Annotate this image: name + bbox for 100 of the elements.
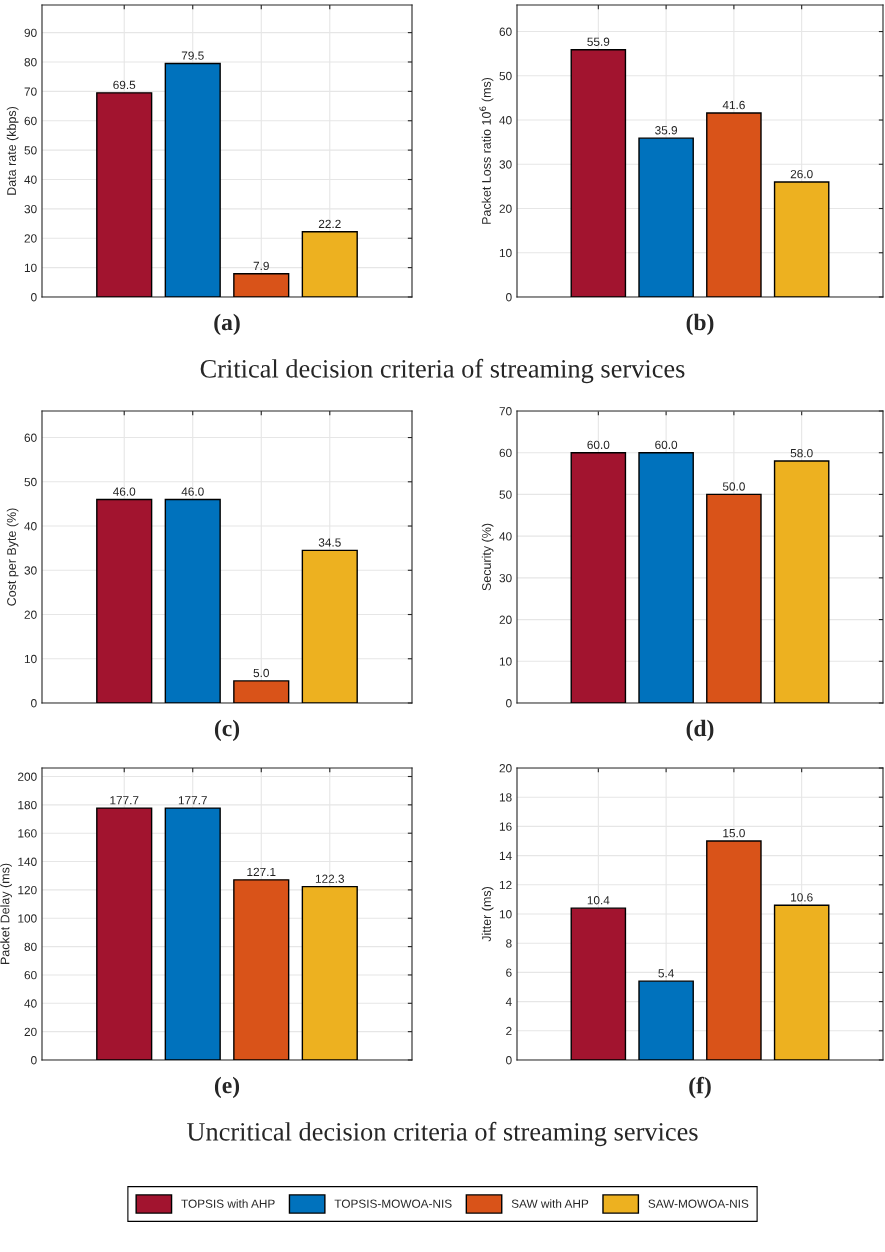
data-label: 46.0 — [113, 487, 136, 496]
x-axis-title: (c) — [214, 719, 240, 742]
y-tick-label: 50 — [24, 146, 37, 155]
y-tick-label: 60 — [499, 27, 512, 36]
bar — [233, 879, 290, 1060]
bar — [773, 181, 830, 297]
y-tick-label: 0 — [31, 293, 37, 302]
y-tick-label: 0 — [506, 293, 512, 302]
y-tick-label: 60 — [24, 970, 37, 980]
data-label: 7.9 — [253, 261, 269, 271]
data-label: 60.0 — [655, 440, 678, 449]
y-tick-label: 40 — [499, 532, 512, 541]
bar — [164, 62, 221, 297]
y-tick-label: 8 — [506, 939, 512, 948]
data-label: 22.2 — [318, 219, 341, 228]
y-tick-label: 160 — [18, 829, 37, 838]
y-axis-title: Cost per Byte (%) — [6, 508, 19, 606]
bar — [706, 493, 762, 703]
bar — [773, 460, 830, 703]
y-tick-label: 2 — [506, 1026, 512, 1036]
y-tick-label: 80 — [24, 942, 37, 951]
y-tick-label: 140 — [18, 857, 37, 866]
y-tick-label: 60 — [24, 116, 37, 126]
y-tick-label: 20 — [24, 1027, 37, 1037]
y-tick-label: 180 — [18, 800, 37, 810]
y-tick-label: 12 — [499, 880, 512, 890]
y-axis-title: Security (%) — [481, 523, 494, 591]
bar — [96, 498, 153, 703]
data-label: 5.0 — [253, 668, 269, 678]
data-label: 79.5 — [181, 51, 204, 60]
bar — [164, 498, 221, 703]
bar — [96, 92, 153, 297]
data-label: 60.0 — [587, 440, 610, 449]
data-label: 15.0 — [723, 828, 745, 838]
y-tick-label: 40 — [24, 999, 37, 1008]
y-tick-label: 70 — [24, 87, 37, 96]
y-tick-label: 0 — [31, 1056, 37, 1065]
y-tick-label: 10 — [24, 263, 37, 273]
bar — [638, 452, 694, 703]
data-label: 58.0 — [790, 448, 813, 458]
data-label: 46.0 — [181, 487, 204, 496]
y-tick-label: 20 — [499, 615, 512, 624]
y-tick-label: 20 — [24, 610, 37, 619]
bar — [570, 48, 627, 297]
y-tick-label: 90 — [24, 28, 37, 38]
data-label: 177.7 — [178, 796, 207, 805]
bar — [164, 807, 221, 1060]
y-tick-label: 80 — [24, 58, 37, 67]
y-tick-label: 10 — [499, 248, 512, 258]
y-tick-label: 40 — [24, 175, 37, 184]
y-tick-label: 120 — [18, 885, 37, 895]
y-tick-label: 40 — [24, 522, 37, 531]
bar — [570, 452, 627, 703]
y-tick-label: 20 — [499, 764, 512, 773]
x-axis-title: (a) — [214, 313, 240, 336]
y-tick-label: 50 — [24, 477, 37, 487]
x-axis-title: (f) — [689, 1076, 711, 1099]
y-tick-label: 70 — [499, 407, 512, 416]
data-label: 34.5 — [318, 538, 341, 547]
data-label: 10.6 — [791, 893, 813, 902]
data-label: 26.0 — [790, 169, 813, 179]
y-tick-label: 10 — [24, 654, 37, 664]
y-tick-label: 0 — [506, 1056, 512, 1065]
bar — [638, 137, 694, 297]
legend-label: SAW with AHP — [511, 1199, 589, 1208]
x-axis-title: (e) — [214, 1076, 240, 1099]
bar — [96, 807, 153, 1060]
y-axis-title: Packet Delay (ms) — [0, 863, 12, 965]
data-label: 41.6 — [722, 100, 745, 110]
legend-label: SAW-MOWOA-NIS — [648, 1199, 749, 1208]
y-tick-label: 18 — [499, 793, 512, 802]
x-axis-title: (b) — [686, 313, 714, 336]
data-label: 50.0 — [722, 482, 745, 491]
y-tick-label: 0 — [506, 699, 512, 708]
y-tick-label: 20 — [499, 204, 512, 213]
data-label: 55.9 — [587, 37, 610, 46]
y-axis-title: Jitter (ms) — [481, 887, 494, 942]
y-tick-label: 10 — [499, 657, 512, 666]
y-tick-label: 4 — [505, 997, 512, 1006]
bar — [301, 231, 358, 297]
y-tick-label: 6 — [506, 968, 512, 977]
y-tick-label: 50 — [499, 71, 512, 81]
data-label: 10.4 — [587, 896, 610, 905]
text: Critical decision criteria of streaming services — [200, 358, 685, 384]
data-label: 69.5 — [113, 80, 136, 90]
y-tick-label: 0 — [31, 699, 37, 708]
bar — [301, 549, 358, 703]
y-tick-label: 100 — [18, 914, 37, 923]
y-tick-label: 30 — [24, 566, 37, 575]
y-tick-label: 16 — [499, 822, 512, 831]
y-tick-label: 50 — [499, 490, 512, 499]
legend-label: TOPSIS with AHP — [181, 1199, 275, 1208]
y-tick-label: 14 — [499, 851, 512, 860]
data-label: 122.3 — [315, 874, 345, 883]
legend-label: TOPSIS-MOWOA-NIS — [334, 1199, 452, 1208]
data-label: 5.4 — [658, 969, 674, 978]
text: Uncritical decision criteria of streaming services — [186, 1121, 698, 1147]
y-tick-label: 10 — [499, 910, 512, 919]
y-tick-label: 60 — [24, 433, 37, 442]
y-tick-label: 30 — [24, 204, 37, 214]
